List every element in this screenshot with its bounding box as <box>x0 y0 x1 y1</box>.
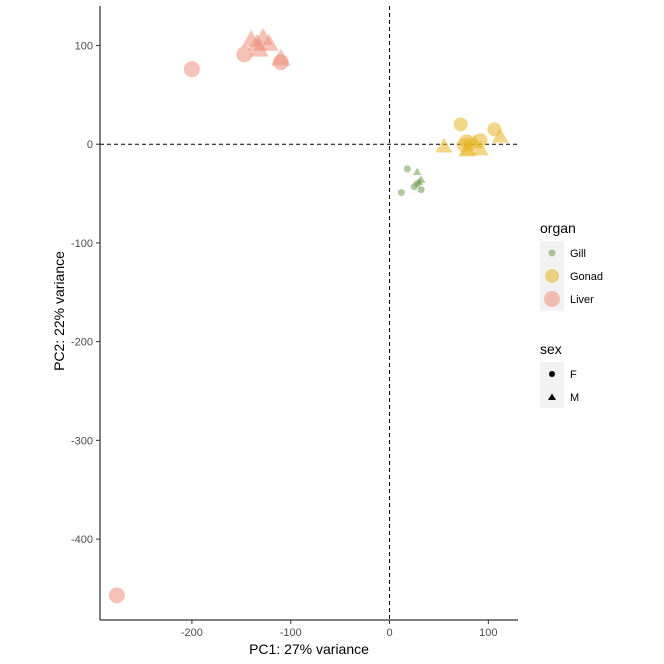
y-tick-label: 100 <box>75 40 93 52</box>
gill-female-point <box>417 186 425 194</box>
reference-lines <box>100 6 518 620</box>
gill-male-point <box>414 177 424 185</box>
y-tick-label: -400 <box>71 534 93 546</box>
gill-female-point <box>403 165 411 173</box>
legend-organ-key-liver <box>544 291 560 307</box>
liver-male-point <box>259 33 279 51</box>
legend-sex-label-f: F <box>570 369 577 381</box>
y-tick-label: -200 <box>71 337 93 349</box>
gill-male-point <box>413 167 422 175</box>
x-tick-label: -200 <box>181 627 203 639</box>
legend-organ-label-gill: Gill <box>570 248 586 260</box>
liver-female-point <box>183 61 200 78</box>
legend-organ: organ Gill Gonad Liver <box>540 220 603 311</box>
legend-sex-label-m: M <box>570 392 579 404</box>
legend-sex-items: FM <box>548 369 579 404</box>
y-tick-label: 0 <box>87 139 93 151</box>
gill-female-point <box>397 189 405 197</box>
gonad-male-point <box>458 141 476 157</box>
legend-organ-label-gonad: Gonad <box>570 271 603 283</box>
legend-sex-title: sex <box>540 341 562 357</box>
legend-sex: sex FM <box>540 341 579 408</box>
legend-organ-key-gonad <box>545 269 559 283</box>
liver-female-point <box>108 587 125 604</box>
x-axis-title: PC1: 27% variance <box>249 641 369 657</box>
x-tick-label: -100 <box>280 627 302 639</box>
y-axis-title: PC2: 22% variance <box>51 251 67 371</box>
legend-organ-title: organ <box>540 220 576 236</box>
plot-axes <box>99 6 518 621</box>
liver-male-point <box>271 48 291 66</box>
legend-organ-label-liver: Liver <box>570 294 594 306</box>
x-axis-ticks: -200 -100 0 100 <box>181 620 498 639</box>
x-tick-label: 100 <box>479 627 497 639</box>
gonad-male-point <box>491 127 509 143</box>
legend-sex-key-background <box>540 362 564 408</box>
x-tick-label: 0 <box>386 627 392 639</box>
y-axis-ticks: 100 0 -100 -200 -300 -400 <box>71 40 100 546</box>
gonad-female-point <box>453 117 468 132</box>
liver-male-point <box>249 39 269 57</box>
y-tick-label: -100 <box>71 238 93 250</box>
data-points <box>108 27 509 604</box>
y-tick-label: -300 <box>71 435 93 447</box>
legend-sex-key-m <box>548 393 556 400</box>
gonad-male-point <box>472 140 489 156</box>
legend-sex-key-f <box>549 371 555 377</box>
gonad-male-point <box>435 137 453 153</box>
legend-organ-key-gill <box>548 249 556 257</box>
legend-organ-items: Gill Gonad Liver <box>544 248 603 307</box>
